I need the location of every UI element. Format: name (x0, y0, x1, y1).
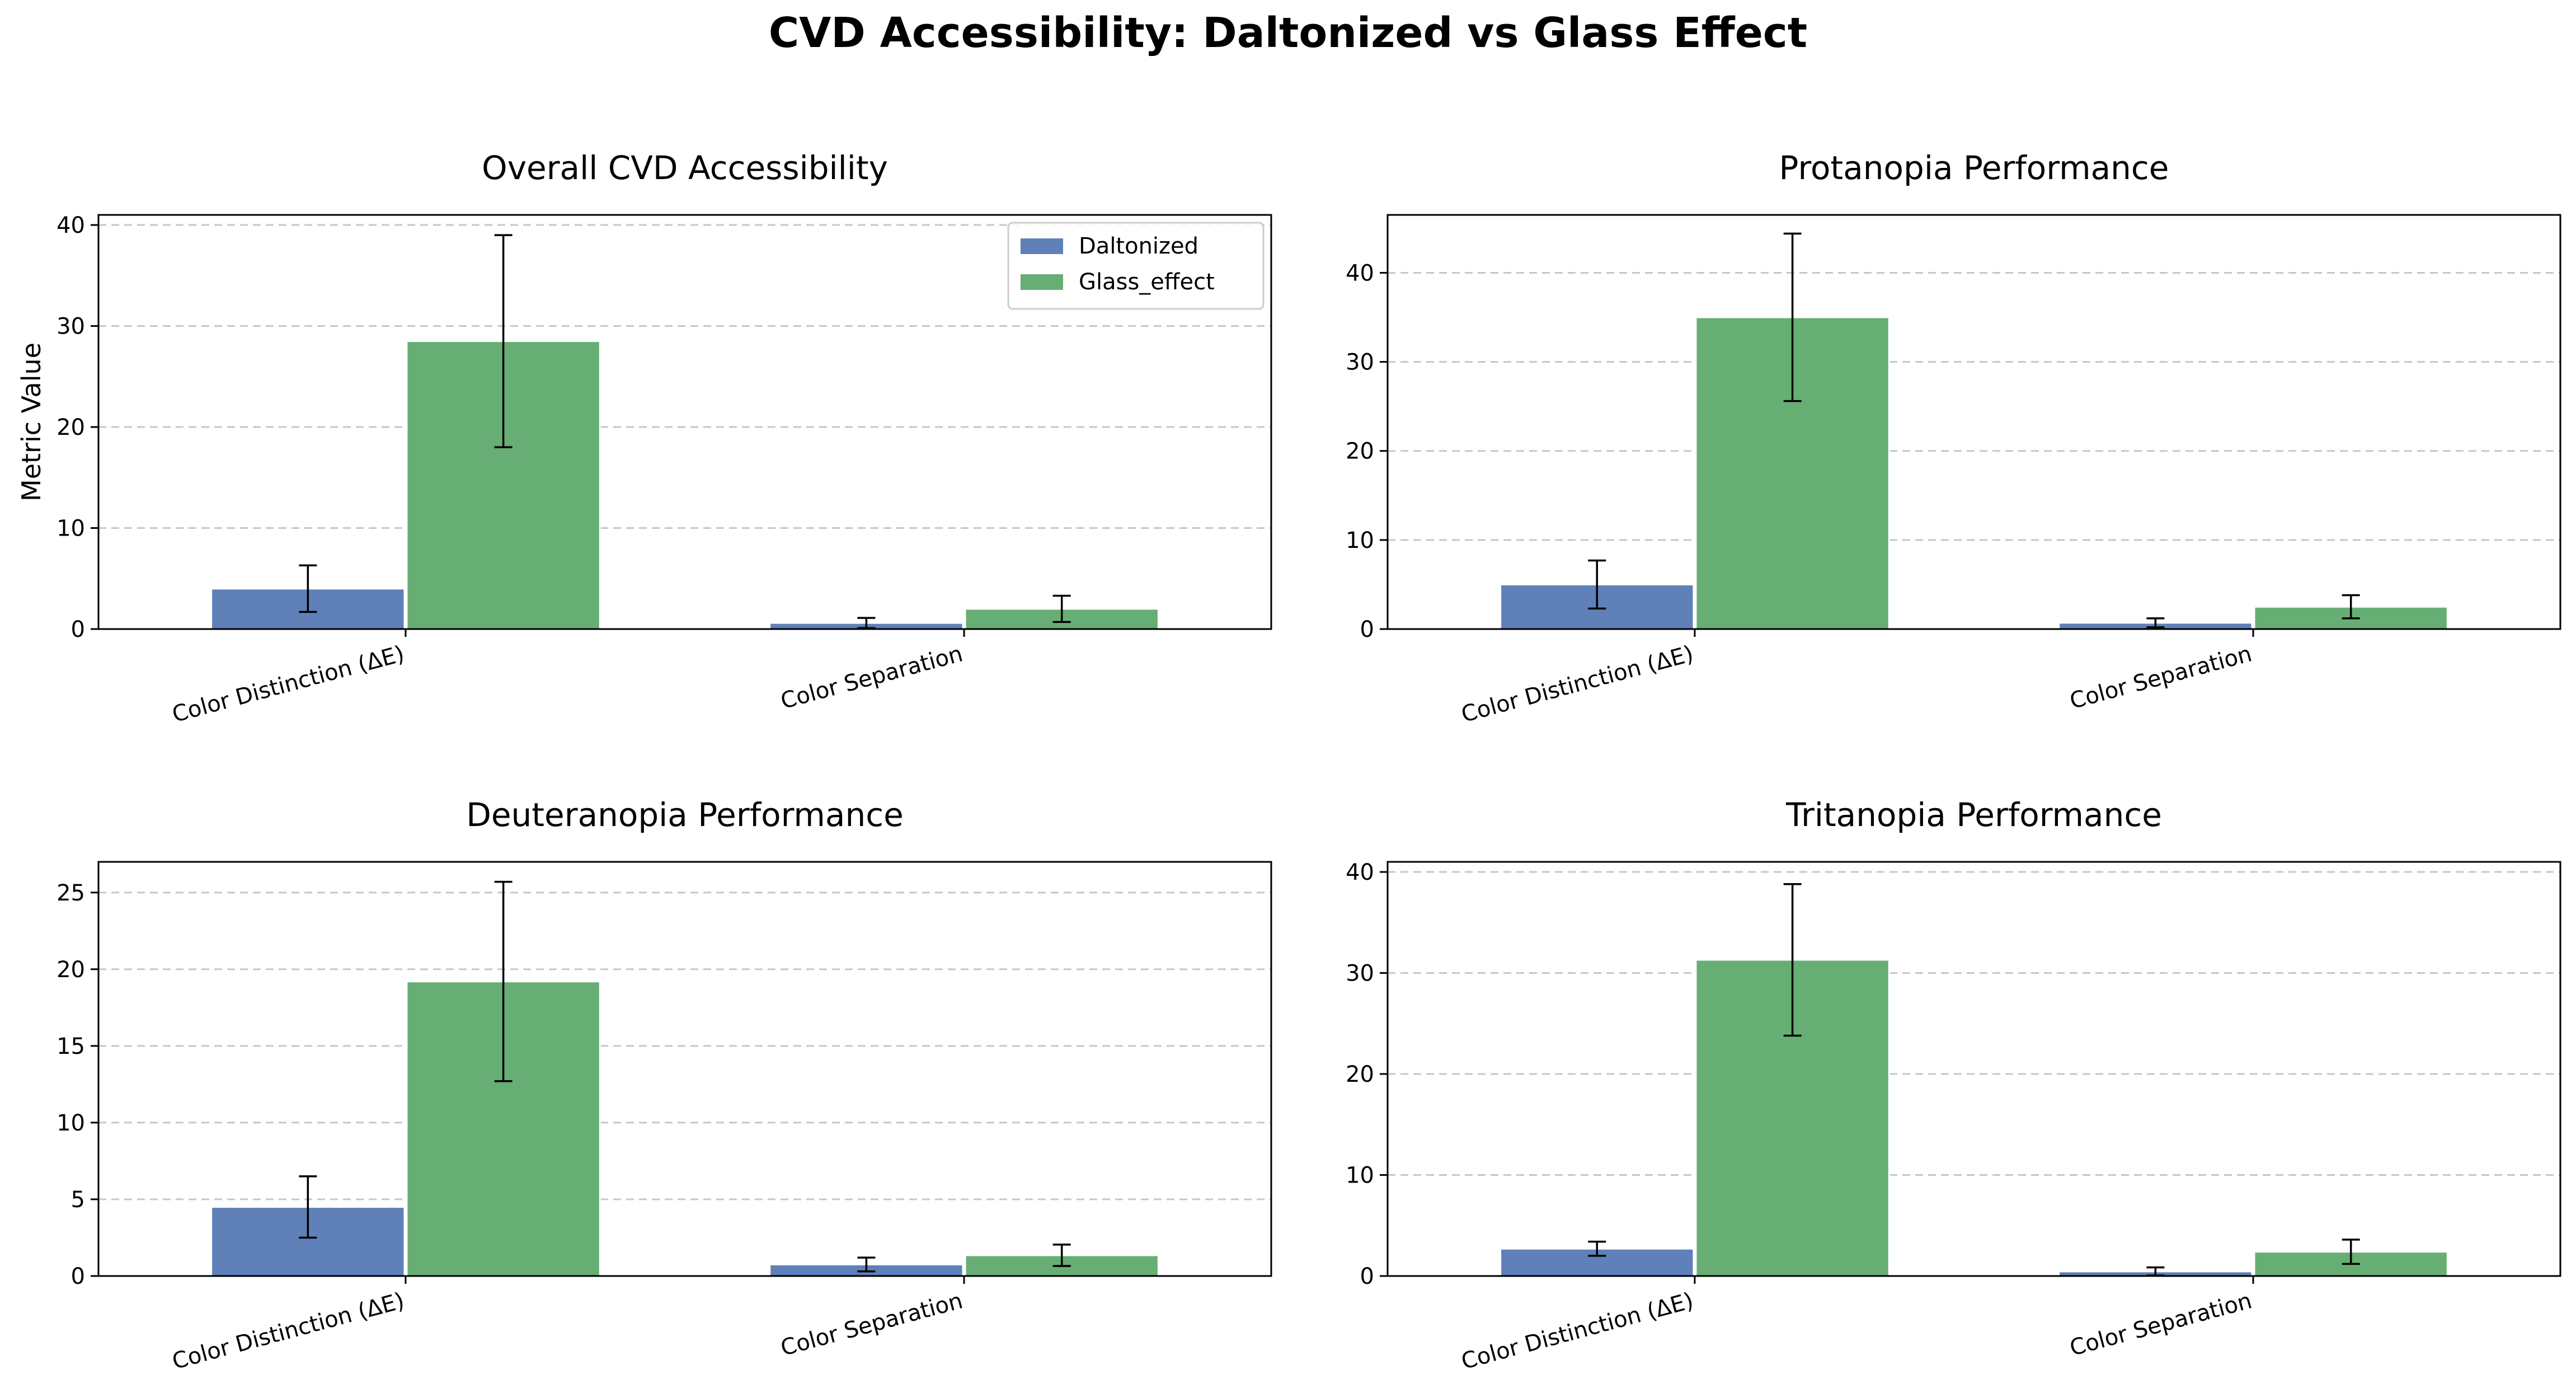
y-tick-label: 20 (57, 415, 85, 440)
panel-title: Tritanopia Performance (1785, 796, 2162, 834)
x-tick-label: Color Distinction (ΔE) (170, 1288, 407, 1374)
panel-title: Overall CVD Accessibility (482, 149, 888, 187)
y-tick-label: 5 (71, 1187, 85, 1213)
x-tick-label: Color Separation (778, 641, 965, 714)
y-tick-label: 10 (1346, 528, 1374, 553)
y-tick-label: 30 (1346, 961, 1374, 987)
axes-frame (1386, 861, 2561, 1277)
y-tick-label: 20 (1346, 439, 1374, 465)
axes-frame (1386, 214, 2561, 630)
legend-swatch-glass-effect (1021, 274, 1063, 290)
y-tick-label: 15 (57, 1034, 85, 1059)
y-tick-label: 0 (71, 1264, 85, 1289)
x-tick-label: Color Distinction (ΔE) (1459, 1288, 1696, 1374)
x-tick-label: Color Distinction (ΔE) (1459, 641, 1696, 728)
legend-frame (1007, 222, 1265, 310)
panel-protanopia: 0 10 20 30 40 Color Distinction (ΔE) Color Sep… (1346, 149, 2561, 728)
figure-title: CVD Accessibility: Daltonized vs Glass E… (769, 9, 1807, 57)
axes-frame (97, 861, 1272, 1277)
legend-swatch-daltonized (1021, 238, 1063, 254)
panel-tritanopia: 0 10 20 30 40 Color Distinction (ΔE) Color Sep… (1346, 796, 2561, 1374)
y-tick-label: 10 (57, 1110, 85, 1136)
y-axis-label: Metric Value (16, 343, 46, 501)
legend-label-daltonized: Daltonized (1079, 233, 1198, 259)
y-tick-label: 30 (57, 314, 85, 340)
y-tick-label: 30 (1346, 350, 1374, 376)
x-tick-label: Color Distinction (ΔE) (170, 641, 407, 728)
panel-deuteranopia: 0 5 10 15 20 25 Color Distinction (ΔE) Color Se… (57, 796, 1272, 1374)
legend: Daltonized Glass_effect (1007, 222, 1265, 310)
y-tick-label: 40 (1346, 860, 1374, 885)
panel-title: Deuteranopia Performance (466, 796, 904, 834)
y-tick-label: 20 (1346, 1062, 1374, 1087)
panel-title: Protanopia Performance (1779, 149, 2169, 187)
x-tick-label: Color Separation (2067, 1288, 2254, 1361)
y-tick-label: 10 (57, 516, 85, 542)
legend-label-glass-effect: Glass_effect (1079, 269, 1215, 295)
y-tick-label: 0 (71, 617, 85, 642)
y-tick-label: 40 (1346, 260, 1374, 286)
y-tick-label: 20 (57, 957, 85, 983)
y-tick-label: 40 (57, 213, 85, 238)
y-tick-label: 25 (57, 880, 85, 906)
panel-overall: 0 10 20 30 40 Color Distinction (ΔE) Color Sep… (16, 149, 1272, 728)
y-tick-label: 10 (1346, 1163, 1374, 1189)
x-tick-label: Color Separation (2067, 641, 2254, 714)
x-tick-label: Color Separation (778, 1288, 965, 1361)
axes-frame (97, 214, 1272, 630)
y-tick-label: 0 (1360, 1264, 1374, 1289)
y-tick-label: 0 (1360, 617, 1374, 642)
